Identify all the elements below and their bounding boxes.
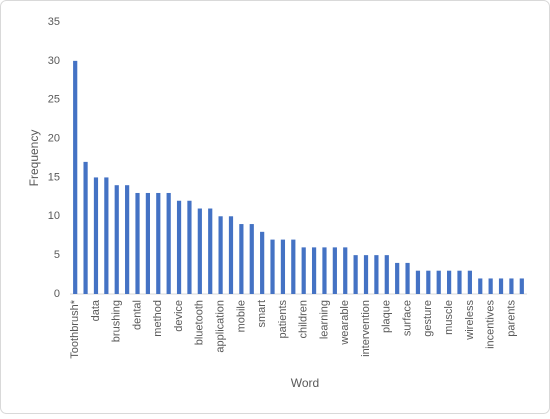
y-tick-label: 0 xyxy=(54,288,60,300)
x-tick-label: method xyxy=(152,300,164,337)
x-tick-label: wearable xyxy=(339,300,351,346)
bar xyxy=(457,270,462,294)
bar xyxy=(436,270,441,294)
bar xyxy=(509,278,514,294)
x-tick-label: bluetooth xyxy=(194,300,206,345)
bar xyxy=(218,216,223,294)
y-tick-label: 10 xyxy=(48,210,60,222)
bar xyxy=(93,177,99,294)
bar xyxy=(73,60,78,294)
x-tick-label: application xyxy=(215,300,227,353)
bar xyxy=(291,239,296,294)
bar xyxy=(405,262,410,294)
bar xyxy=(415,270,421,294)
bar xyxy=(270,239,275,294)
y-axis-title: Frequency xyxy=(27,130,41,187)
bar xyxy=(322,247,327,294)
bar xyxy=(83,161,88,294)
x-tick-label: learning xyxy=(318,300,330,339)
bar xyxy=(176,200,182,294)
x-tick-label: plaque xyxy=(381,300,393,333)
x-axis-title: Word xyxy=(291,376,319,390)
y-tick-label: 25 xyxy=(48,94,60,106)
bar xyxy=(114,185,119,294)
x-tick-label: incentives xyxy=(485,300,497,349)
y-tick-label: 5 xyxy=(54,249,60,261)
bar xyxy=(301,247,306,294)
bar xyxy=(311,247,317,294)
bar xyxy=(208,208,213,294)
bar xyxy=(498,278,504,294)
x-tick-label: gesture xyxy=(422,300,434,337)
bar xyxy=(332,247,337,294)
x-tick-label: brushing xyxy=(111,300,123,342)
y-tick-label: 20 xyxy=(48,132,60,144)
y-tick-label: 15 xyxy=(48,171,60,183)
bar xyxy=(125,185,130,294)
x-tick-label: muscle xyxy=(443,300,455,335)
bar xyxy=(156,192,161,294)
x-tick-label: surface xyxy=(401,300,413,336)
bar xyxy=(488,278,493,294)
bar xyxy=(353,255,358,294)
bar xyxy=(363,255,369,294)
bar xyxy=(519,278,524,294)
y-tick-label: 30 xyxy=(48,55,60,67)
bar xyxy=(260,231,265,294)
bar xyxy=(145,192,150,294)
bar xyxy=(197,208,202,294)
x-tick-label: Toothbrush* xyxy=(69,299,81,358)
bar xyxy=(135,192,140,294)
bar xyxy=(239,224,244,294)
x-tick-label: data xyxy=(90,299,102,321)
x-tick-label: mobile xyxy=(235,300,247,332)
x-tick-label: patients xyxy=(277,300,289,339)
y-tick-label: 35 xyxy=(48,16,60,28)
bar xyxy=(395,262,400,294)
bar xyxy=(467,270,472,294)
bar xyxy=(280,239,286,294)
bar xyxy=(384,255,389,294)
bar xyxy=(104,177,109,294)
bar xyxy=(187,200,192,294)
x-tick-label: parents xyxy=(505,300,517,337)
bar xyxy=(249,224,254,294)
bar xyxy=(374,255,379,294)
bar xyxy=(478,278,483,294)
bar xyxy=(447,270,452,294)
bar xyxy=(343,247,348,294)
x-tick-label: intervention xyxy=(360,300,372,357)
bar xyxy=(166,192,171,294)
x-tick-label: device xyxy=(173,300,185,332)
x-tick-label: wireless xyxy=(464,300,476,341)
x-tick-label: children xyxy=(298,300,310,339)
bar xyxy=(228,216,234,294)
x-tick-label: dental xyxy=(131,300,143,330)
bar xyxy=(426,270,431,294)
x-tick-label: smart xyxy=(256,300,268,328)
